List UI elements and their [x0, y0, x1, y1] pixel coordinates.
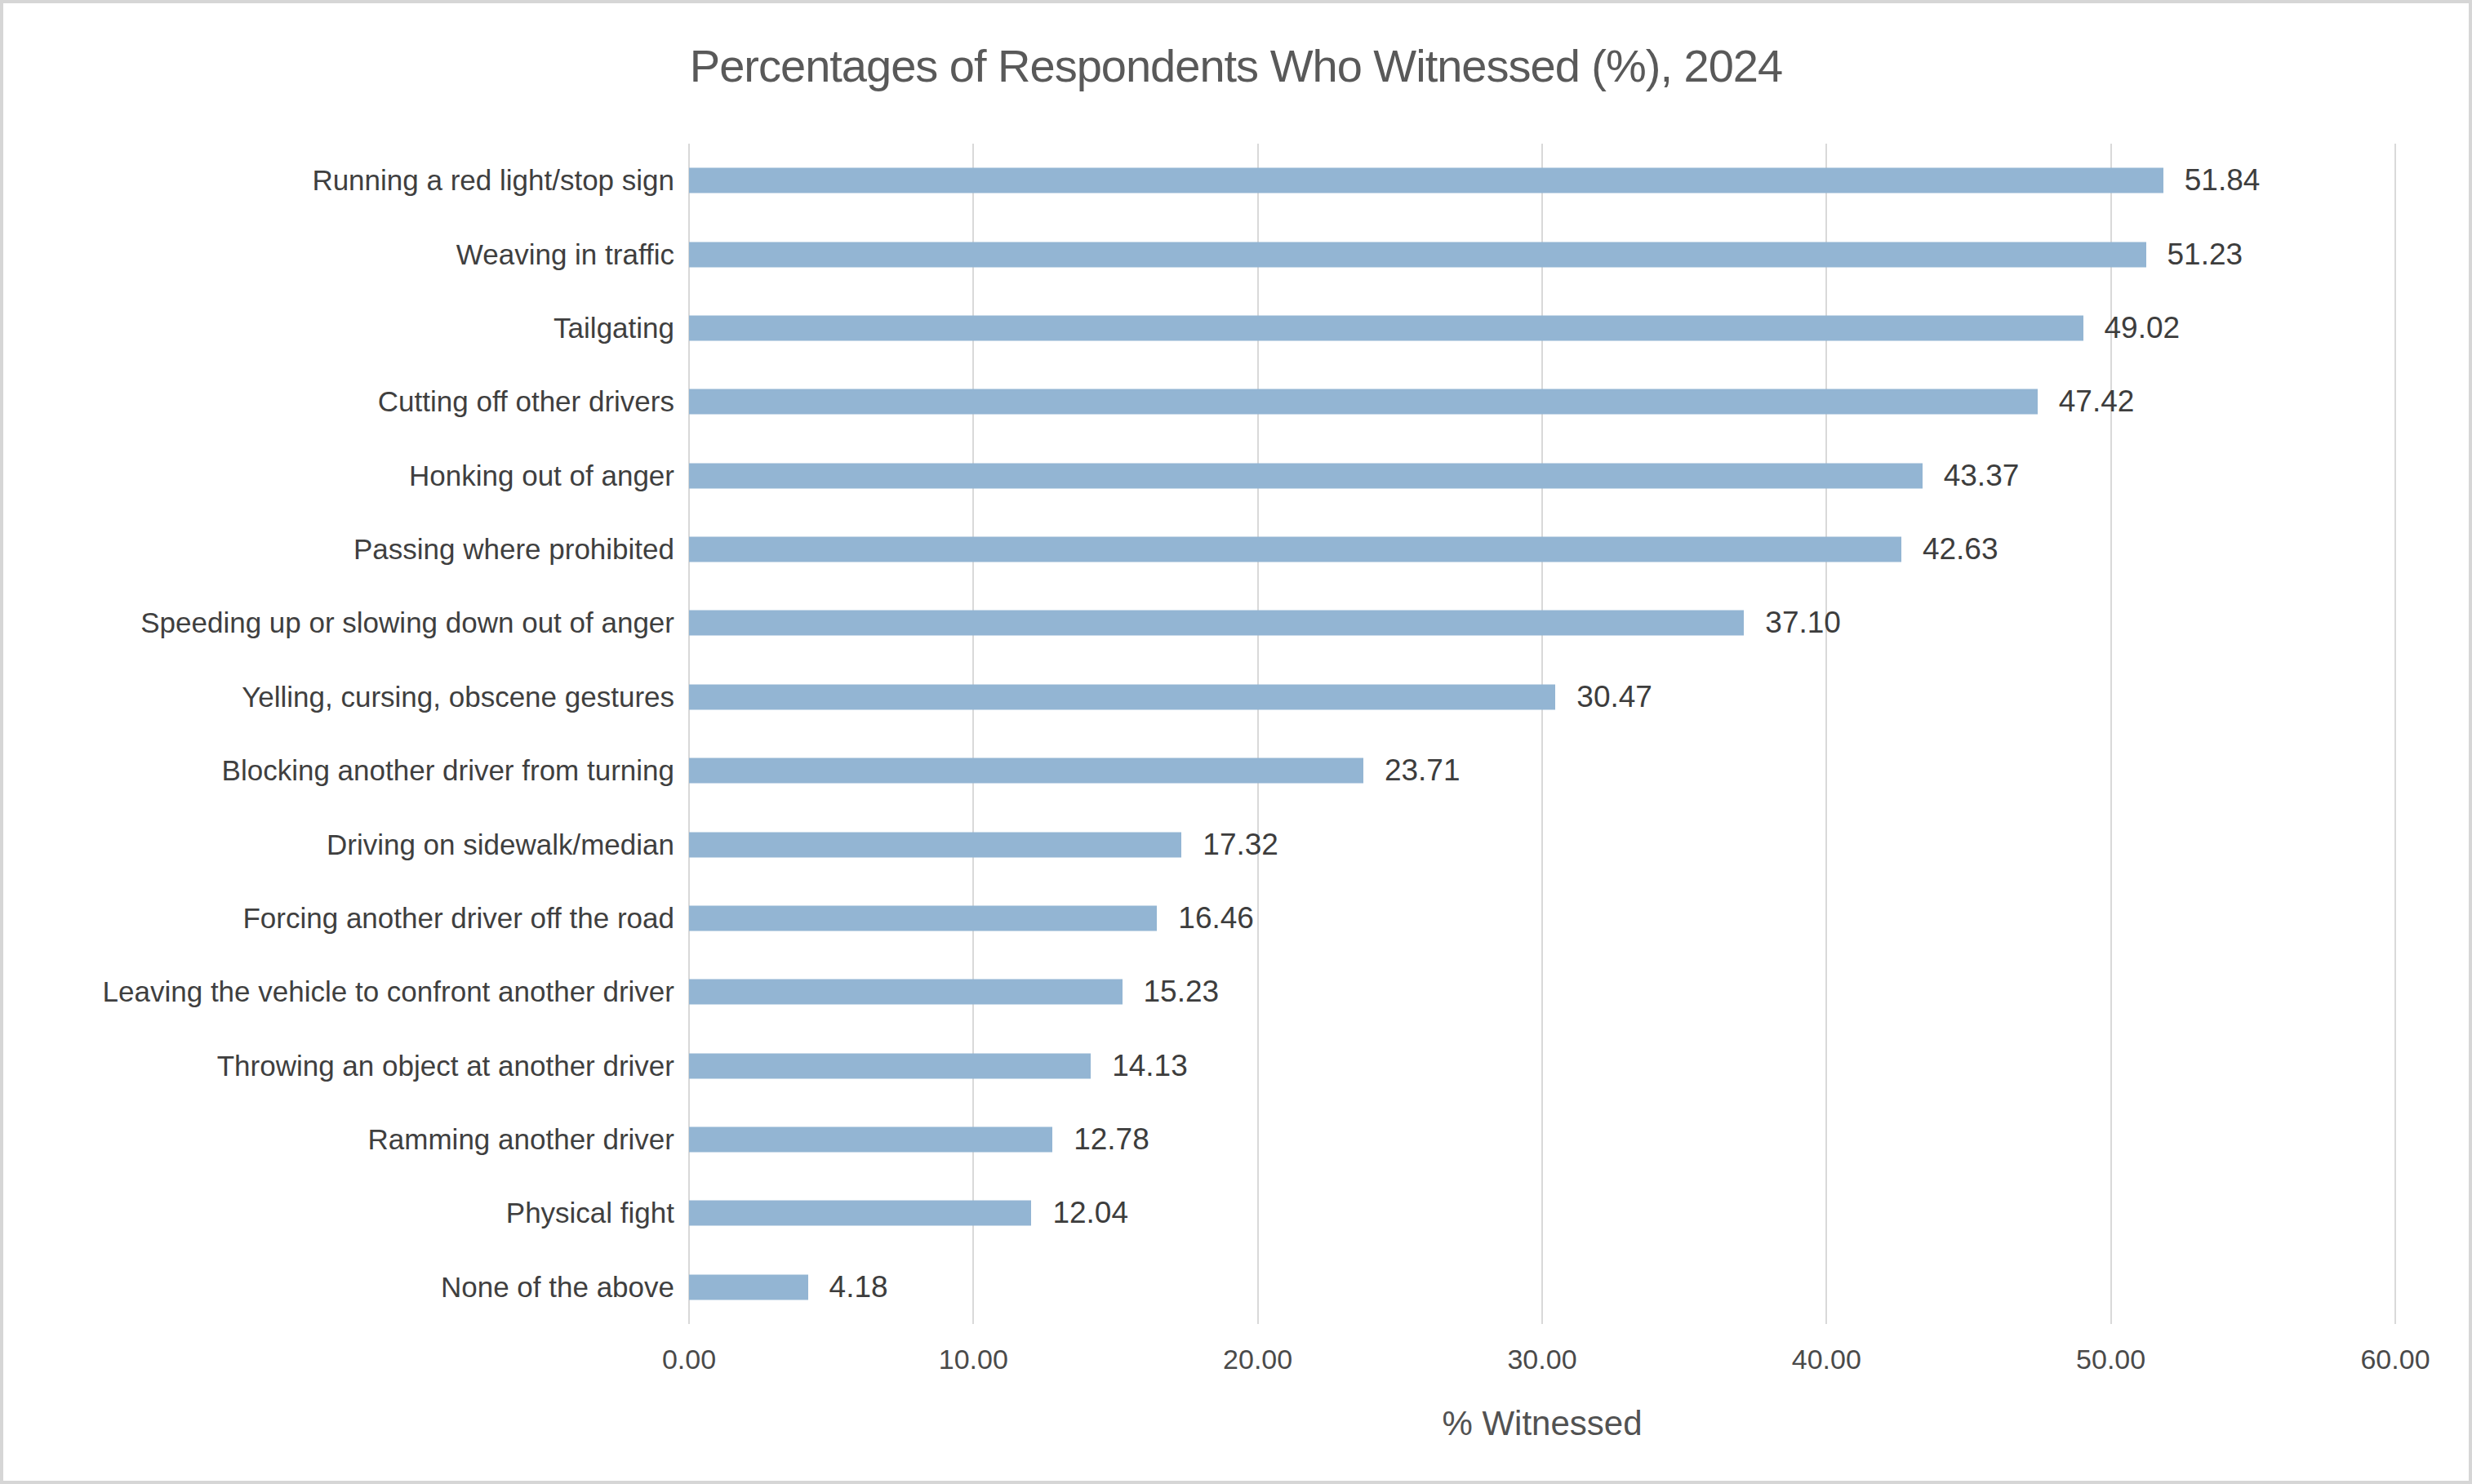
category-label: Blocking another driver from turning: [222, 754, 674, 787]
category-label: Speeding up or slowing down out of anger: [140, 606, 674, 639]
bar-row: None of the above4.18: [689, 1251, 2395, 1324]
category-label: Forcing another driver off the road: [242, 902, 674, 935]
bar-row: Throwing an object at another driver14.1…: [689, 1029, 2395, 1103]
x-tick-label: 20.00: [1223, 1344, 1292, 1375]
value-label: 49.02: [2105, 311, 2181, 345]
bar: [689, 905, 1157, 931]
value-label: 17.32: [1203, 828, 1278, 862]
value-label: 12.04: [1052, 1196, 1128, 1230]
bar-rows: Running a red light/stop sign51.84Weavin…: [689, 144, 2395, 1324]
bar-chart: Percentages of Respondents Who Witnessed…: [0, 0, 2472, 1484]
value-label: 30.47: [1576, 680, 1652, 714]
category-label: Weaving in traffic: [456, 238, 674, 271]
bar: [689, 611, 1744, 636]
category-label: Yelling, cursing, obscene gestures: [242, 681, 674, 713]
value-label: 51.84: [2185, 163, 2261, 198]
category-label: None of the above: [441, 1271, 674, 1304]
bar: [689, 832, 1181, 857]
value-label: 51.23: [2167, 238, 2243, 272]
bar: [689, 537, 1901, 562]
chart-title: Percentages of Respondents Who Witnessed…: [3, 39, 2469, 92]
x-tick-label: 30.00: [1507, 1344, 1576, 1375]
bar-row: Cutting off other drivers47.42: [689, 365, 2395, 438]
bar: [689, 389, 2038, 415]
bar-row: Ramming another driver12.78: [689, 1103, 2395, 1176]
bar: [689, 1053, 1091, 1078]
bar-row: Running a red light/stop sign51.84: [689, 144, 2395, 217]
bar-row: Speeding up or slowing down out of anger…: [689, 586, 2395, 660]
value-label: 14.13: [1112, 1049, 1188, 1083]
category-label: Ramming another driver: [368, 1123, 674, 1156]
category-label: Honking out of anger: [409, 460, 674, 492]
value-label: 42.63: [1923, 532, 1998, 566]
bar: [689, 1127, 1052, 1153]
category-label: Throwing an object at another driver: [217, 1050, 674, 1082]
category-label: Leaving the vehicle to confront another …: [103, 975, 674, 1008]
bar: [689, 168, 2163, 193]
value-label: 47.42: [2059, 384, 2135, 419]
bar: [689, 980, 1123, 1005]
bar-row: Passing where prohibited42.63: [689, 513, 2395, 586]
category-label: Physical fight: [506, 1197, 674, 1229]
value-label: 12.78: [1074, 1122, 1149, 1157]
bar-row: Tailgating49.02: [689, 291, 2395, 365]
bar: [689, 684, 1555, 709]
bar-row: Driving on sidewalk/median17.32: [689, 807, 2395, 881]
bar: [689, 242, 2146, 267]
x-axis-ticks: 0.0010.0020.0030.0040.0050.0060.00: [689, 1344, 2395, 1383]
value-label: 43.37: [1944, 459, 2020, 493]
x-tick-label: 0.00: [662, 1344, 716, 1375]
bar-row: Honking out of anger43.37: [689, 439, 2395, 513]
category-label: Running a red light/stop sign: [312, 164, 674, 197]
x-axis-title: % Witnessed: [689, 1404, 2395, 1443]
category-label: Tailgating: [554, 312, 674, 344]
plot-area: Running a red light/stop sign51.84Weavin…: [689, 144, 2395, 1324]
x-tick-label: 60.00: [2360, 1344, 2430, 1375]
bar-row: Yelling, cursing, obscene gestures30.47: [689, 660, 2395, 734]
bar-row: Physical fight12.04: [689, 1176, 2395, 1250]
bar: [689, 1201, 1031, 1226]
bar-row: Leaving the vehicle to confront another …: [689, 955, 2395, 1029]
bar: [689, 463, 1923, 488]
bar-row: Weaving in traffic51.23: [689, 217, 2395, 291]
bar: [689, 758, 1363, 784]
bar: [689, 315, 2083, 340]
value-label: 16.46: [1178, 901, 1254, 935]
bar: [689, 1274, 808, 1300]
value-label: 4.18: [829, 1270, 888, 1304]
x-tick-label: 10.00: [939, 1344, 1008, 1375]
value-label: 23.71: [1385, 753, 1461, 788]
bar-row: Blocking another driver from turning23.7…: [689, 734, 2395, 807]
category-label: Driving on sidewalk/median: [327, 829, 674, 861]
value-label: 37.10: [1765, 606, 1841, 640]
x-tick-label: 40.00: [1792, 1344, 1861, 1375]
category-label: Cutting off other drivers: [378, 385, 674, 418]
bar-row: Forcing another driver off the road16.46: [689, 882, 2395, 955]
category-label: Passing where prohibited: [353, 533, 674, 566]
x-tick-label: 50.00: [2076, 1344, 2145, 1375]
value-label: 15.23: [1144, 975, 1220, 1009]
